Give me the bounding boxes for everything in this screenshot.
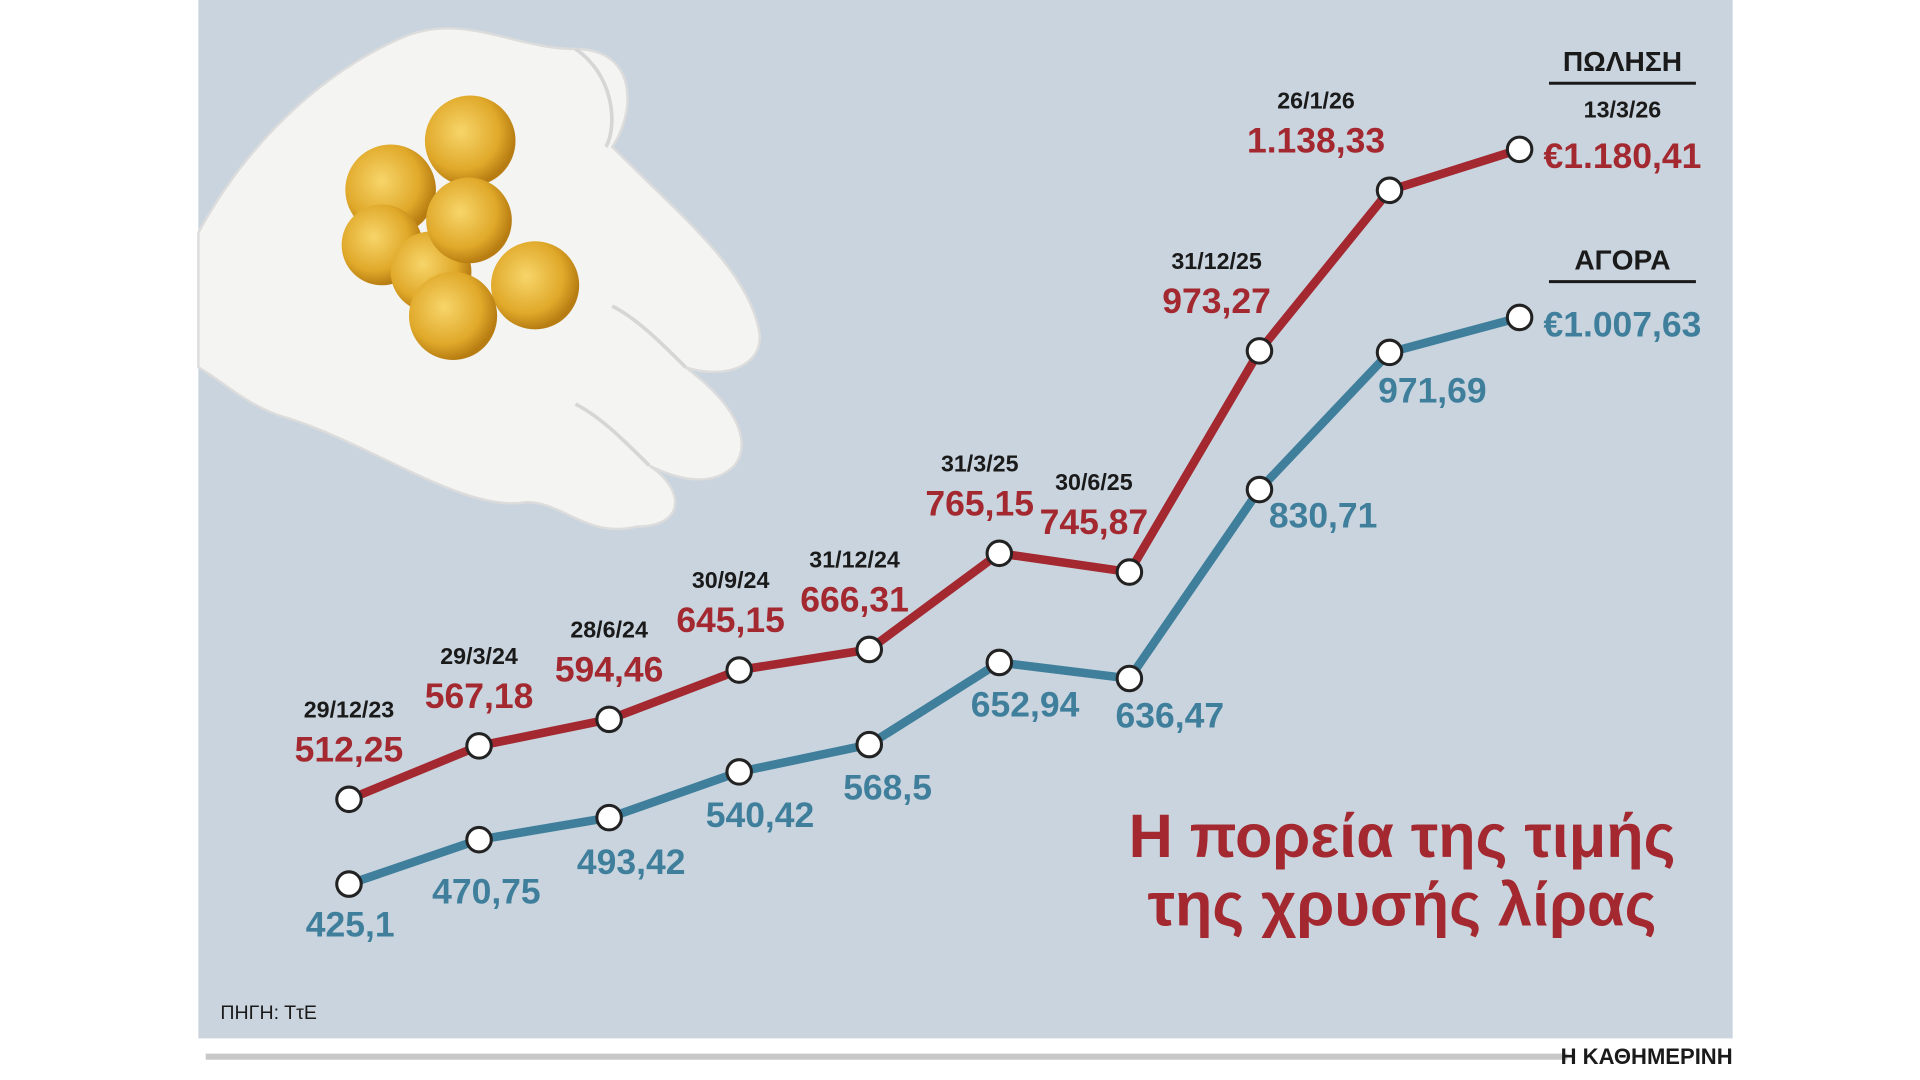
value-label: 636,47: [1115, 695, 1224, 735]
value-label: 540,42: [706, 795, 815, 835]
value-label: 830,71: [1269, 496, 1378, 536]
data-point: [1505, 135, 1534, 164]
x-category-label: 29/3/24: [440, 643, 518, 669]
data-point: [335, 870, 363, 898]
value-label: 645,15: [676, 600, 785, 640]
data-point: [1375, 338, 1404, 367]
series-line: [347, 313, 1521, 889]
value-label: 652,94: [971, 684, 1080, 724]
data-point: [725, 656, 753, 684]
x-category-label: 28/6/24: [570, 616, 648, 642]
legend-label: ΑΓΟΡΑ: [1574, 244, 1670, 275]
glove-illustration: [197, 27, 761, 531]
data-point: [1115, 558, 1144, 586]
data-point: [725, 758, 753, 786]
value-label: 745,87: [1040, 502, 1149, 542]
chart-title: Η πορεία της τιμής της χρυσής λίρας: [1129, 802, 1676, 939]
legend-label: ΠΩΛΗΣΗ: [1563, 46, 1682, 77]
value-label: 512,25: [295, 729, 404, 769]
value-label: 425,1: [306, 905, 395, 945]
data-point: [1115, 664, 1144, 693]
x-category-label: 31/12/24: [809, 546, 900, 572]
x-category-label: 30/6/25: [1055, 469, 1133, 495]
value-label: 973,27: [1162, 281, 1271, 321]
data-point: [465, 825, 493, 854]
x-category-label: 31/12/25: [1171, 248, 1262, 274]
x-category-label: 31/3/25: [941, 450, 1019, 476]
data-point: [985, 539, 1014, 568]
data-point: [985, 648, 1014, 677]
data-point: [1245, 337, 1274, 365]
data-point: [595, 803, 623, 832]
x-category-label: 29/12/23: [304, 696, 395, 722]
value-label: 666,31: [800, 579, 909, 619]
value-label: 594,46: [555, 649, 664, 689]
data-point: [855, 730, 884, 759]
data-point: [855, 635, 884, 664]
x-category-label: 30/9/24: [692, 567, 770, 593]
series-line: [347, 145, 1521, 804]
data-point: [465, 732, 493, 760]
value-label: 568,5: [843, 768, 932, 808]
data-point: [1375, 176, 1404, 205]
data-point: [335, 785, 363, 814]
value-label: €1.007,63: [1543, 305, 1701, 345]
value-label: €1.180,41: [1543, 136, 1701, 176]
data-point: [1505, 303, 1534, 332]
value-label: 765,15: [925, 483, 1034, 523]
value-label: 470,75: [432, 871, 541, 911]
value-label: 493,42: [577, 842, 686, 882]
source: ΠΗΓΗ: ΤτΕ: [220, 1002, 316, 1024]
data-point: [595, 705, 623, 734]
x-category-label: 26/1/26: [1277, 87, 1355, 113]
data-point: [1245, 475, 1274, 504]
publisher: Η ΚΑΘΗΜΕΡΙΝΗ: [1561, 1044, 1733, 1069]
value-label: 971,69: [1378, 371, 1487, 411]
value-label: 1.138,33: [1247, 120, 1385, 160]
value-label: 567,18: [425, 676, 534, 716]
x-category-label: 13/3/26: [1584, 97, 1662, 123]
